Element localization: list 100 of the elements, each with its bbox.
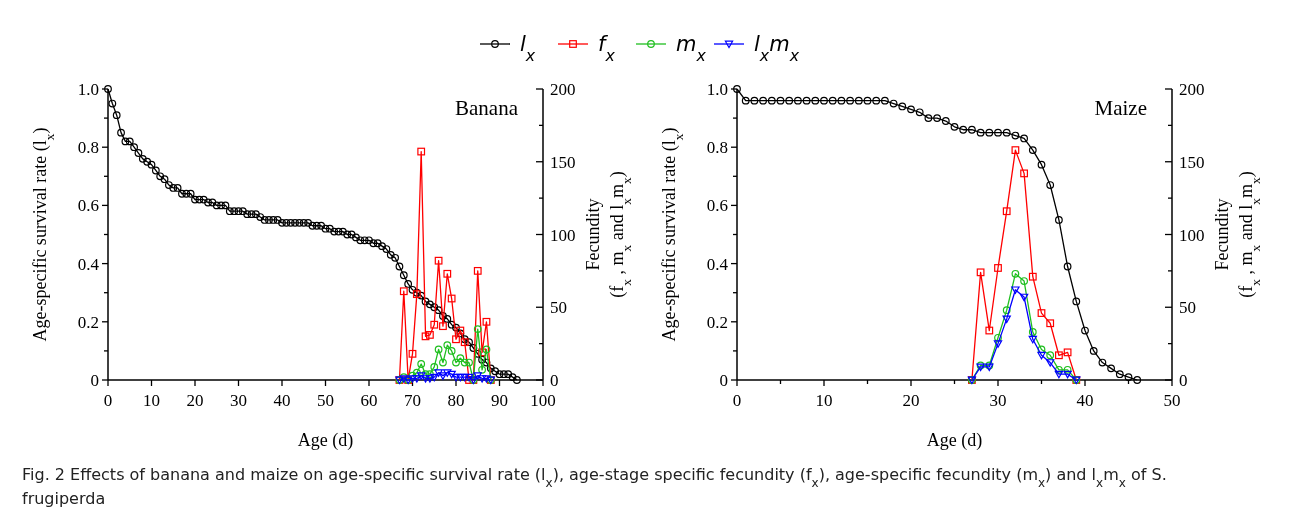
point xyxy=(1046,351,1055,360)
point xyxy=(994,264,1002,272)
y-tick-label: 0.6 xyxy=(77,196,99,216)
x-tick-label: 60 xyxy=(360,391,378,410)
point xyxy=(456,354,465,363)
x-tick-label: 20 xyxy=(186,391,204,410)
y2-tick-label: 200 xyxy=(550,80,576,99)
point xyxy=(794,96,802,105)
point xyxy=(460,358,469,367)
x-axis-title: Age (d) xyxy=(926,430,983,451)
y2-tick-label: 50 xyxy=(550,298,567,318)
point xyxy=(417,360,426,368)
y-tick-label: 0.6 xyxy=(706,196,728,216)
chart-title: Banana xyxy=(455,96,519,120)
point xyxy=(1107,364,1115,373)
y-tick-label: 0.4 xyxy=(77,254,100,274)
point xyxy=(443,269,452,278)
point xyxy=(976,268,985,277)
point xyxy=(482,345,491,354)
point xyxy=(993,340,1003,348)
point xyxy=(426,370,434,379)
point xyxy=(889,99,898,108)
legend-label: l$_{x}$ xyxy=(520,32,536,65)
point xyxy=(447,294,456,303)
point xyxy=(924,114,933,122)
point xyxy=(473,372,482,380)
point xyxy=(950,122,959,131)
point xyxy=(1002,128,1011,137)
point xyxy=(408,349,417,358)
point xyxy=(837,96,846,105)
text: Fig. 2 Effects of banana and maize on age-specific survival rate (l$_{x}$), age-stage specific fecundity (f$_{x}$), age-specific fecundity (m$_{x}$) and l$_{x}$m$_{x}$ of S. frugiperda xyxy=(22,465,1167,508)
point xyxy=(408,375,417,383)
point xyxy=(872,96,881,105)
y2-tick-label: 100 xyxy=(1179,225,1205,245)
point xyxy=(1063,365,1072,374)
point xyxy=(1072,297,1081,306)
point xyxy=(434,256,443,265)
point xyxy=(1081,326,1089,335)
point xyxy=(767,96,776,105)
point xyxy=(417,147,426,156)
point xyxy=(994,333,1002,342)
y-tick-label: 1.0 xyxy=(706,80,728,99)
point xyxy=(1020,277,1028,285)
point xyxy=(1037,160,1046,169)
point xyxy=(933,114,941,122)
x-tick-label: 50 xyxy=(1163,391,1181,410)
point xyxy=(776,96,785,105)
point xyxy=(439,322,447,331)
point xyxy=(417,372,426,380)
y2-tick-label: 150 xyxy=(550,152,576,172)
y2-tick-label: 100 xyxy=(550,225,576,245)
point xyxy=(976,128,985,137)
point xyxy=(1020,134,1028,143)
y2-tick-label: 150 xyxy=(1179,152,1205,172)
point xyxy=(412,375,422,383)
x-tick-label: 80 xyxy=(447,391,465,410)
point xyxy=(465,358,473,367)
point xyxy=(434,345,443,354)
x-tick-label: 70 xyxy=(404,391,421,410)
point xyxy=(1028,328,1037,336)
point xyxy=(1037,309,1046,317)
point xyxy=(456,373,465,382)
point xyxy=(1098,358,1107,367)
point xyxy=(1089,347,1098,355)
point xyxy=(1055,351,1063,360)
point xyxy=(846,96,854,105)
legend-label: m$_{x}$ xyxy=(676,32,707,65)
point xyxy=(1063,370,1072,379)
point xyxy=(438,372,448,380)
point xyxy=(1046,319,1055,328)
x-tick-label: 20 xyxy=(902,391,920,410)
point xyxy=(408,371,417,380)
point xyxy=(994,128,1002,137)
point xyxy=(1011,131,1020,140)
point xyxy=(447,370,456,379)
point xyxy=(447,347,456,355)
point xyxy=(1028,146,1037,155)
x-tick-label: 90 xyxy=(491,391,508,410)
point xyxy=(785,96,794,105)
point xyxy=(460,373,469,382)
point xyxy=(426,331,434,339)
y-tick-label: 0.8 xyxy=(77,138,99,158)
point xyxy=(985,326,994,335)
point xyxy=(443,341,452,349)
x-tick-label: 10 xyxy=(815,391,833,410)
point xyxy=(1133,376,1142,384)
point xyxy=(1011,286,1020,294)
point xyxy=(1019,293,1029,302)
point xyxy=(1046,359,1055,367)
point xyxy=(1028,335,1037,344)
point xyxy=(863,96,872,105)
y2-tick-label: 50 xyxy=(1179,298,1196,318)
point xyxy=(451,373,461,382)
x-tick-label: 30 xyxy=(230,391,247,410)
legend-label: l$_{x}$m$_{x}$ xyxy=(754,32,800,65)
point xyxy=(959,125,968,134)
point xyxy=(443,369,452,377)
point xyxy=(941,117,950,125)
point xyxy=(1063,348,1072,357)
point xyxy=(421,332,430,341)
